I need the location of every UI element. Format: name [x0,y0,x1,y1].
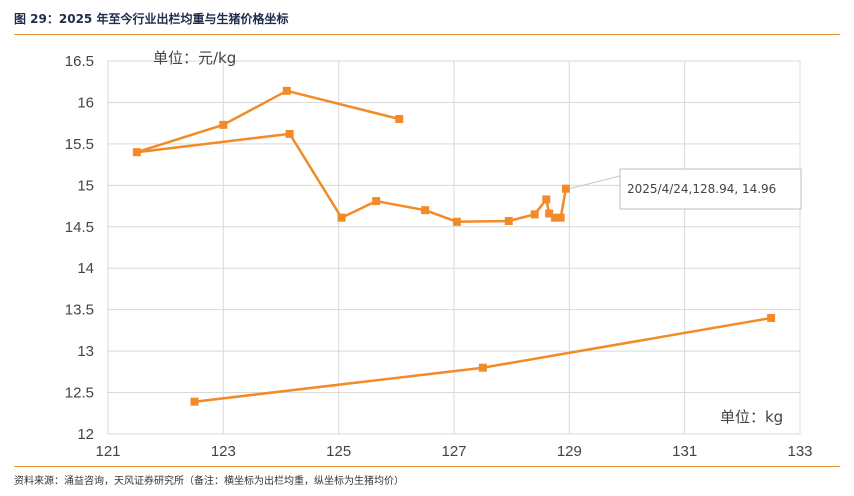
y-tick-label: 15 [77,177,94,194]
figure-title: 图 29：2025 年至今行业出栏均重与生猪价格坐标 [14,12,289,26]
data-point [550,213,559,222]
annotation-callout: 2025/4/24,128.94, 14.96 [569,168,802,210]
y-axis-ticks: 12 12.5 13 13.5 14 14.5 15 15.5 16 16.5 [65,53,94,443]
series-points [132,86,776,406]
data-point [285,129,294,138]
data-point [452,217,461,226]
data-point [504,216,513,225]
y-tick-label: 12.5 [65,385,94,402]
data-point [190,397,199,406]
x-axis-ticks: 121 123 125 127 129 131 133 [95,443,812,460]
data-point [282,86,291,95]
x-tick-label: 123 [211,443,236,460]
x-tick-label: 127 [441,443,466,460]
data-point [542,195,551,204]
bottom-rule [14,466,840,467]
data-point [337,213,346,222]
data-point [132,148,141,157]
y-tick-label: 15.5 [65,136,94,153]
data-point [372,197,381,206]
x-tick-label: 133 [787,443,812,460]
y-tick-label: 13.5 [65,302,94,319]
y-tick-label: 16.5 [65,53,94,70]
callout-leader [569,175,621,190]
data-point [478,363,487,372]
data-point [530,210,539,219]
data-point [395,115,404,124]
top-rule [14,34,840,35]
data-point [421,206,430,215]
y-tick-label: 12 [77,426,94,443]
y-tick-label: 14 [77,260,94,277]
data-point [219,120,228,129]
source-note: 资料来源：涌益咨询，天风证券研究所（备注：横坐标为出栏均重，纵坐标为生猪均价） [14,476,404,487]
x-axis-label: 单位：kg [720,408,783,426]
data-point [767,313,776,322]
y-tick-label: 14.5 [65,219,94,236]
y-tick-label: 13 [77,343,94,360]
data-point [561,184,570,193]
y-tick-label: 16 [77,94,94,111]
x-tick-label: 131 [672,443,697,460]
callout-text: 2025/4/24,128.94, 14.96 [627,182,776,196]
x-tick-label: 121 [95,443,120,460]
data-point [545,209,554,218]
x-tick-label: 129 [557,443,582,460]
x-tick-label: 125 [326,443,351,460]
callout-box [619,168,802,210]
data-point [556,213,565,222]
y-axis-label: 单位：元/kg [153,49,236,67]
